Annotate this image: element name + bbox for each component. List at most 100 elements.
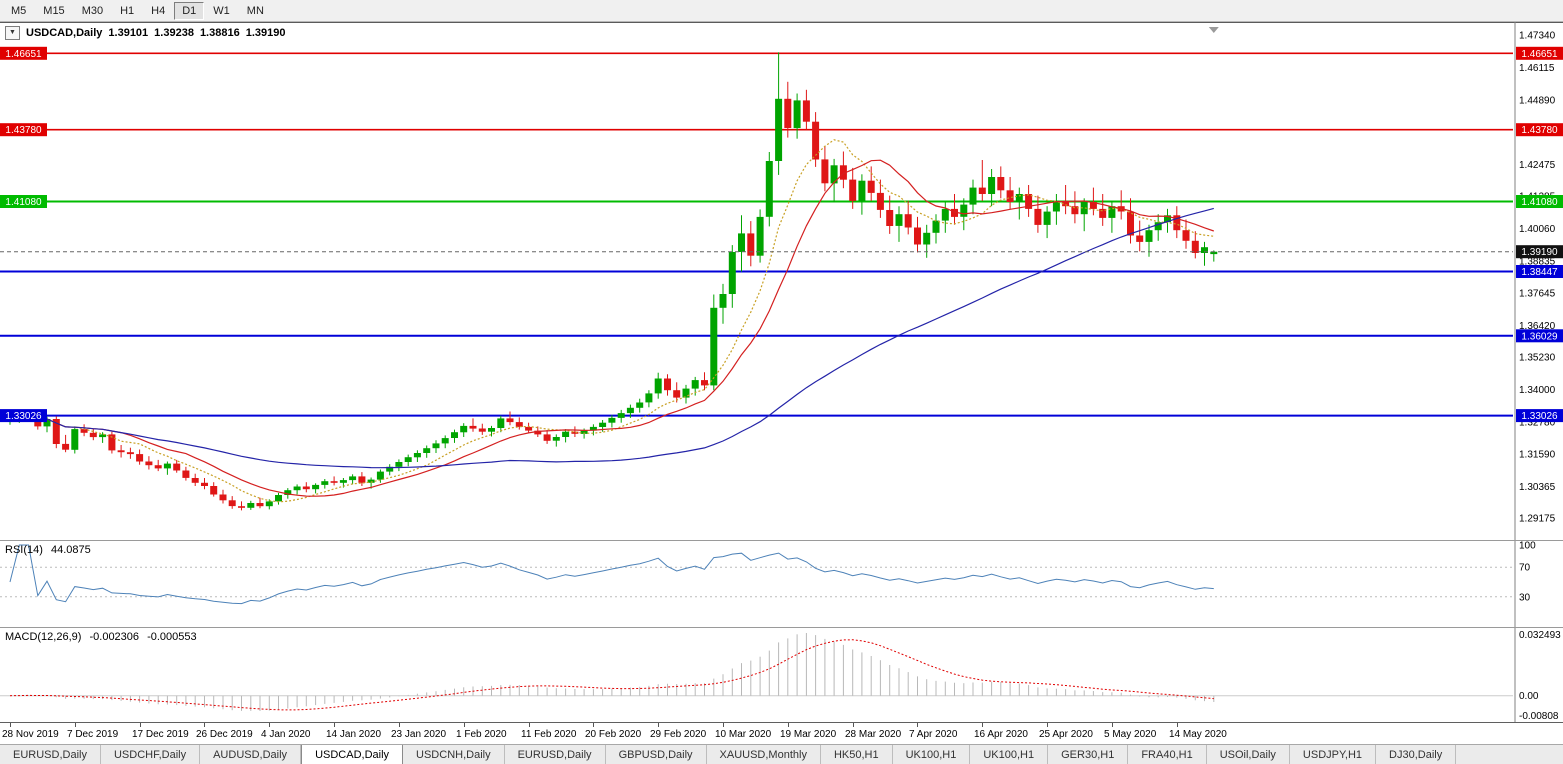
timeframe-button-mn[interactable]: MN	[246, 4, 264, 17]
timeframe-button-w1[interactable]: W1	[213, 4, 230, 17]
macd-pane[interactable]: 0.032493 0.00 -0.00808 MACD(12,26,9) -0.00…	[0, 628, 1563, 722]
svg-text:1.41080: 1.41080	[1521, 197, 1558, 208]
rsi-chart[interactable]: 100 70 30	[0, 541, 1563, 627]
chart-title: ▼ USDCAD,Daily 1.39101 1.39238 1.38816 1…	[5, 26, 291, 40]
price-tag: 1.33026	[1516, 409, 1563, 423]
price-tick-label: 1.37645	[1519, 288, 1556, 299]
price-chart-pane[interactable]: 1.473401.461151.448901.424751.412851.400…	[0, 22, 1563, 540]
rsi-name: RSI(14)	[5, 544, 43, 556]
time-tick	[75, 723, 76, 727]
date-label: 20 Feb 2020	[585, 729, 642, 740]
chart-tab-gbpusd-daily[interactable]: GBPUSD,Daily	[605, 745, 707, 764]
date-label: 28 Mar 2020	[845, 729, 902, 740]
time-tick	[1047, 723, 1048, 727]
macd-signal-line	[9, 639, 1214, 711]
time-tick	[658, 723, 659, 727]
date-label: 1 Feb 2020	[456, 729, 507, 740]
svg-text:1.33026: 1.33026	[5, 411, 42, 422]
chart-tab-xauusd-monthly[interactable]: XAUUSD,Monthly	[706, 745, 821, 764]
chart-tab-eurusd-daily[interactable]: EURUSD,Daily	[504, 745, 606, 764]
macd-label: MACD(12,26,9) -0.002306 -0.000553	[5, 631, 202, 643]
price-tag: 1.46651	[1516, 46, 1563, 60]
price-tag: 1.38447	[1516, 265, 1563, 278]
date-label: 11 Feb 2020	[521, 729, 577, 740]
pane-splitter[interactable]	[0, 627, 1563, 628]
price-tick-label: 1.30365	[1519, 482, 1556, 493]
chart-tab-audusd-daily[interactable]: AUDUSD,Daily	[200, 745, 302, 764]
chart-tab-eurusd-daily[interactable]: EURUSD,Daily	[0, 745, 101, 764]
timeframe-button-m5[interactable]: M5	[11, 4, 27, 17]
chart-tab-fra40-h1[interactable]: FRA40,H1	[1128, 745, 1207, 764]
date-label: 23 Jan 2020	[391, 729, 447, 740]
svg-text:1.33026: 1.33026	[1521, 411, 1558, 422]
chart-tab-ger30-h1[interactable]: GER30,H1	[1048, 745, 1129, 764]
date-label: 28 Nov 2019	[2, 729, 59, 740]
fast-ma-line	[9, 139, 1214, 503]
pane-splitter[interactable]	[0, 540, 1563, 541]
time-tick	[982, 723, 983, 727]
chart-tab-uk100-h1[interactable]: UK100,H1	[970, 745, 1049, 764]
rsi-pane[interactable]: 100 70 30 RSI(14) 44.0875	[0, 541, 1563, 627]
price-tick-label: 1.42475	[1519, 160, 1556, 171]
date-label: 14 May 2020	[1169, 729, 1227, 740]
rsi-tick-label: 70	[1519, 563, 1531, 574]
time-tick	[334, 723, 335, 727]
macd-name: MACD(12,26,9)	[5, 631, 82, 643]
time-axis[interactable]: 28 Nov 2019 7 Dec 2019 17 Dec 2019 26 Dec 2…	[0, 722, 1563, 744]
timeframe-button-m15[interactable]: M15	[43, 4, 65, 17]
price-tag: 1.41080	[1516, 195, 1563, 208]
chart-tab-usdchf-daily[interactable]: USDCHF,Daily	[100, 745, 201, 764]
price-tick-label: 1.32780	[1519, 418, 1556, 429]
timeframe-button-h4[interactable]: H4	[151, 4, 166, 17]
date-label: 7 Apr 2020	[909, 729, 958, 740]
time-tick	[593, 723, 594, 727]
timeframe-button-d1[interactable]: D1	[174, 1, 205, 20]
macd-signal-value: -0.000553	[147, 631, 197, 643]
date-label: 29 Feb 2020	[650, 729, 707, 740]
chart-tab-usdcnh-daily[interactable]: USDCNH,Daily	[403, 745, 505, 764]
chart-tab-usdcad-daily[interactable]: USDCAD,Daily	[301, 745, 404, 764]
chart-tab-hk50-h1[interactable]: HK50,H1	[820, 745, 893, 764]
macd-chart[interactable]: 0.032493 0.00 -0.00808	[0, 628, 1563, 722]
chart-shift-marker[interactable]	[1208, 27, 1219, 33]
price-chart[interactable]: 1.473401.461151.448901.424751.412851.400…	[0, 22, 1563, 540]
time-tick	[917, 723, 918, 727]
price-tag: 1.41080	[0, 195, 47, 208]
macd-tick-label: 0.032493	[1519, 630, 1561, 641]
svg-text:1.46651: 1.46651	[5, 49, 42, 60]
rsi-tick-label: 100	[1519, 541, 1536, 552]
time-tick	[399, 723, 400, 727]
chart-tab-usdjpy-h1[interactable]: USDJPY,H1	[1289, 745, 1377, 764]
chart-tab-bar: EURUSD,Daily USDCHF,Daily AUDUSD,Daily USDC…	[0, 744, 1563, 764]
ohlc-close: 1.39190	[245, 27, 286, 39]
time-tick	[788, 723, 789, 727]
date-label: 10 Mar 2020	[715, 729, 772, 740]
svg-text:1.46651: 1.46651	[1521, 49, 1558, 60]
time-tick	[10, 723, 11, 727]
date-label: 17 Dec 2019	[132, 729, 189, 740]
ohlc-open: 1.39101	[108, 27, 149, 39]
chart-tab-uk100-h1[interactable]: UK100,H1	[892, 745, 971, 764]
time-tick	[464, 723, 465, 727]
chart-symbol: USDCAD,Daily	[26, 27, 103, 39]
timeframe-button-m30[interactable]: M30	[81, 4, 104, 17]
chart-tab-usoil-daily[interactable]: USOil,Daily	[1206, 745, 1290, 764]
date-label: 14 Jan 2020	[326, 729, 382, 740]
price-tick-label: 1.29175	[1519, 514, 1556, 525]
date-label: 4 Jan 2020	[261, 729, 311, 740]
timeframe-button-h1[interactable]: H1	[120, 4, 135, 17]
collapse-icon[interactable]: ▼	[5, 26, 20, 40]
date-label: 16 Apr 2020	[974, 729, 1028, 740]
svg-text:1.39190: 1.39190	[1521, 247, 1558, 258]
ohlc-low: 1.38816	[199, 27, 240, 39]
svg-text:1.38447: 1.38447	[1521, 267, 1558, 278]
svg-text:1.43780: 1.43780	[5, 125, 42, 136]
macd-tick-label: 0.00	[1519, 691, 1539, 702]
slow-ma-line	[9, 207, 1214, 469]
price-tick-label: 1.47340	[1519, 31, 1556, 42]
chart-tab-dj30-daily[interactable]: DJ30,Daily	[1376, 745, 1457, 764]
timeframe-toolbar: M5 M15 M30 H1 H4 D1 W1 MN	[0, 0, 1563, 22]
date-label: 25 Apr 2020	[1039, 729, 1093, 740]
rsi-line	[9, 544, 1214, 605]
